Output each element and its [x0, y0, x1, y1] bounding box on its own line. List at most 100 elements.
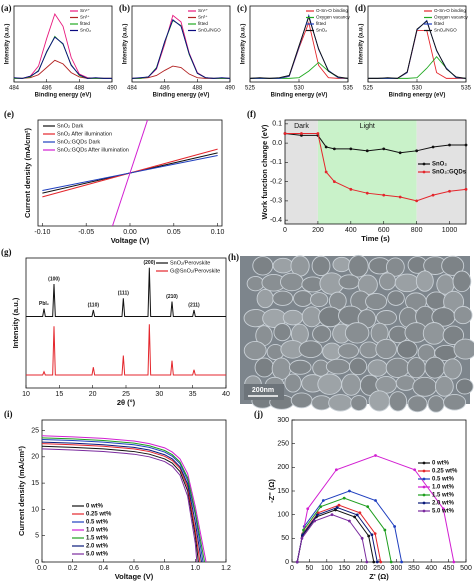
peak-label: (211): [188, 302, 200, 308]
x-tick-label: 35: [189, 391, 197, 398]
legend-label: 1.0 wt%: [432, 485, 455, 491]
y-tick-label: 250: [277, 441, 289, 448]
x-tick-label: -0.10: [34, 229, 50, 236]
point: [431, 145, 435, 149]
y-axis-label: Intensity (a.u.): [11, 297, 20, 348]
legend-label: Sn²⁺: [80, 15, 90, 20]
series-line: [250, 61, 348, 79]
x-axis-label: Binding energy (eV): [389, 93, 446, 99]
point: [301, 533, 304, 537]
panel-label: (f): [247, 109, 256, 119]
legend-label: 0.25 wt%: [432, 469, 458, 475]
series-line: [42, 445, 199, 562]
point: [375, 560, 379, 564]
y-axis-label: Work function change (eV): [260, 124, 269, 219]
grain: [396, 340, 418, 359]
legend-marker: [422, 162, 426, 166]
series-line: [250, 15, 348, 79]
x-tick-label: 488: [74, 86, 85, 92]
point: [398, 195, 402, 199]
grain: [310, 292, 329, 308]
point: [389, 560, 393, 564]
y-tick-label: -0.4: [270, 217, 282, 224]
series-line: [250, 21, 348, 79]
grain: [256, 288, 274, 309]
series-line: [112, 120, 148, 226]
x-axis-label: Binding energy (eV): [153, 93, 210, 99]
point: [379, 560, 383, 564]
y-tick-label: 50: [281, 535, 289, 542]
panel-label: (b): [119, 3, 130, 13]
grain: [344, 322, 370, 344]
legend-label: 0 wt%: [86, 504, 104, 510]
x-tick-label: 200: [356, 565, 368, 572]
legend-marker: [422, 485, 426, 489]
grain: [350, 395, 368, 412]
legend-marker: [422, 170, 426, 174]
panel-label: (a): [1, 3, 12, 13]
x-tick-label: 1.0: [190, 565, 200, 572]
point: [358, 511, 362, 515]
legend-label: SnO₂:GQDs After illumination: [57, 147, 129, 153]
x-tick-label: 0.05: [167, 229, 181, 236]
series-line: [14, 36, 112, 79]
x-axis-label: Binding energy (eV): [271, 93, 328, 99]
legend-label: Oxygen vacancy: [434, 15, 469, 20]
x-tick-label: 15: [55, 391, 63, 398]
grain: [388, 391, 408, 412]
grain: [312, 325, 332, 343]
x-tick-label: 500: [460, 565, 472, 572]
point: [398, 151, 402, 155]
panel-label: (e): [4, 109, 14, 119]
plot-frame: [131, 5, 231, 83]
point: [400, 560, 404, 564]
legend-label: SnO₂/NGO: [434, 28, 457, 33]
grain: [325, 358, 351, 375]
y-tick-label: 200: [277, 464, 289, 471]
grain: [379, 272, 397, 291]
grain: [348, 254, 369, 278]
point: [393, 525, 397, 528]
x-axis-label: Binding energy (eV): [35, 93, 92, 99]
grain: [443, 393, 467, 411]
series-line: [14, 12, 112, 79]
point: [306, 507, 310, 511]
legend-label: 5.0 wt%: [432, 509, 455, 515]
grain: [280, 272, 304, 292]
series-line: [26, 324, 226, 376]
x-tick-label: 50: [306, 565, 314, 572]
point: [370, 533, 374, 537]
grain: [442, 325, 465, 346]
series-line: [368, 20, 466, 79]
grain: [434, 376, 454, 397]
series-line: [368, 30, 466, 79]
x-tick-label: 30: [155, 391, 163, 398]
x-tick-label: 484: [9, 86, 20, 92]
series-line: [42, 448, 198, 562]
grain: [252, 256, 274, 276]
y-tick-label: 5: [35, 533, 39, 540]
point: [337, 503, 341, 507]
grain: [293, 290, 313, 307]
point: [415, 199, 419, 203]
x-tick-label: -0.05: [78, 229, 94, 236]
panel-label: (i): [4, 409, 13, 419]
x-tick-label: 400: [425, 565, 437, 572]
panel-label: (h): [228, 252, 239, 262]
series-line: [296, 497, 392, 562]
grain: [453, 338, 474, 360]
x-tick-label: 0.00: [123, 229, 137, 236]
point: [300, 134, 303, 137]
point: [365, 149, 369, 153]
grain: [337, 343, 360, 359]
legend-label: 1.5 wt%: [86, 536, 109, 542]
point: [431, 193, 435, 197]
grain: [385, 257, 405, 277]
y-axis-label: Intensity (a.u.): [5, 24, 11, 65]
x-tick-label: 490: [225, 86, 236, 92]
grain: [415, 270, 434, 292]
legend-label: Sn⁴⁺: [198, 8, 209, 13]
point: [366, 505, 370, 509]
legend-label: SnO₂: [80, 28, 91, 33]
point: [464, 143, 468, 147]
